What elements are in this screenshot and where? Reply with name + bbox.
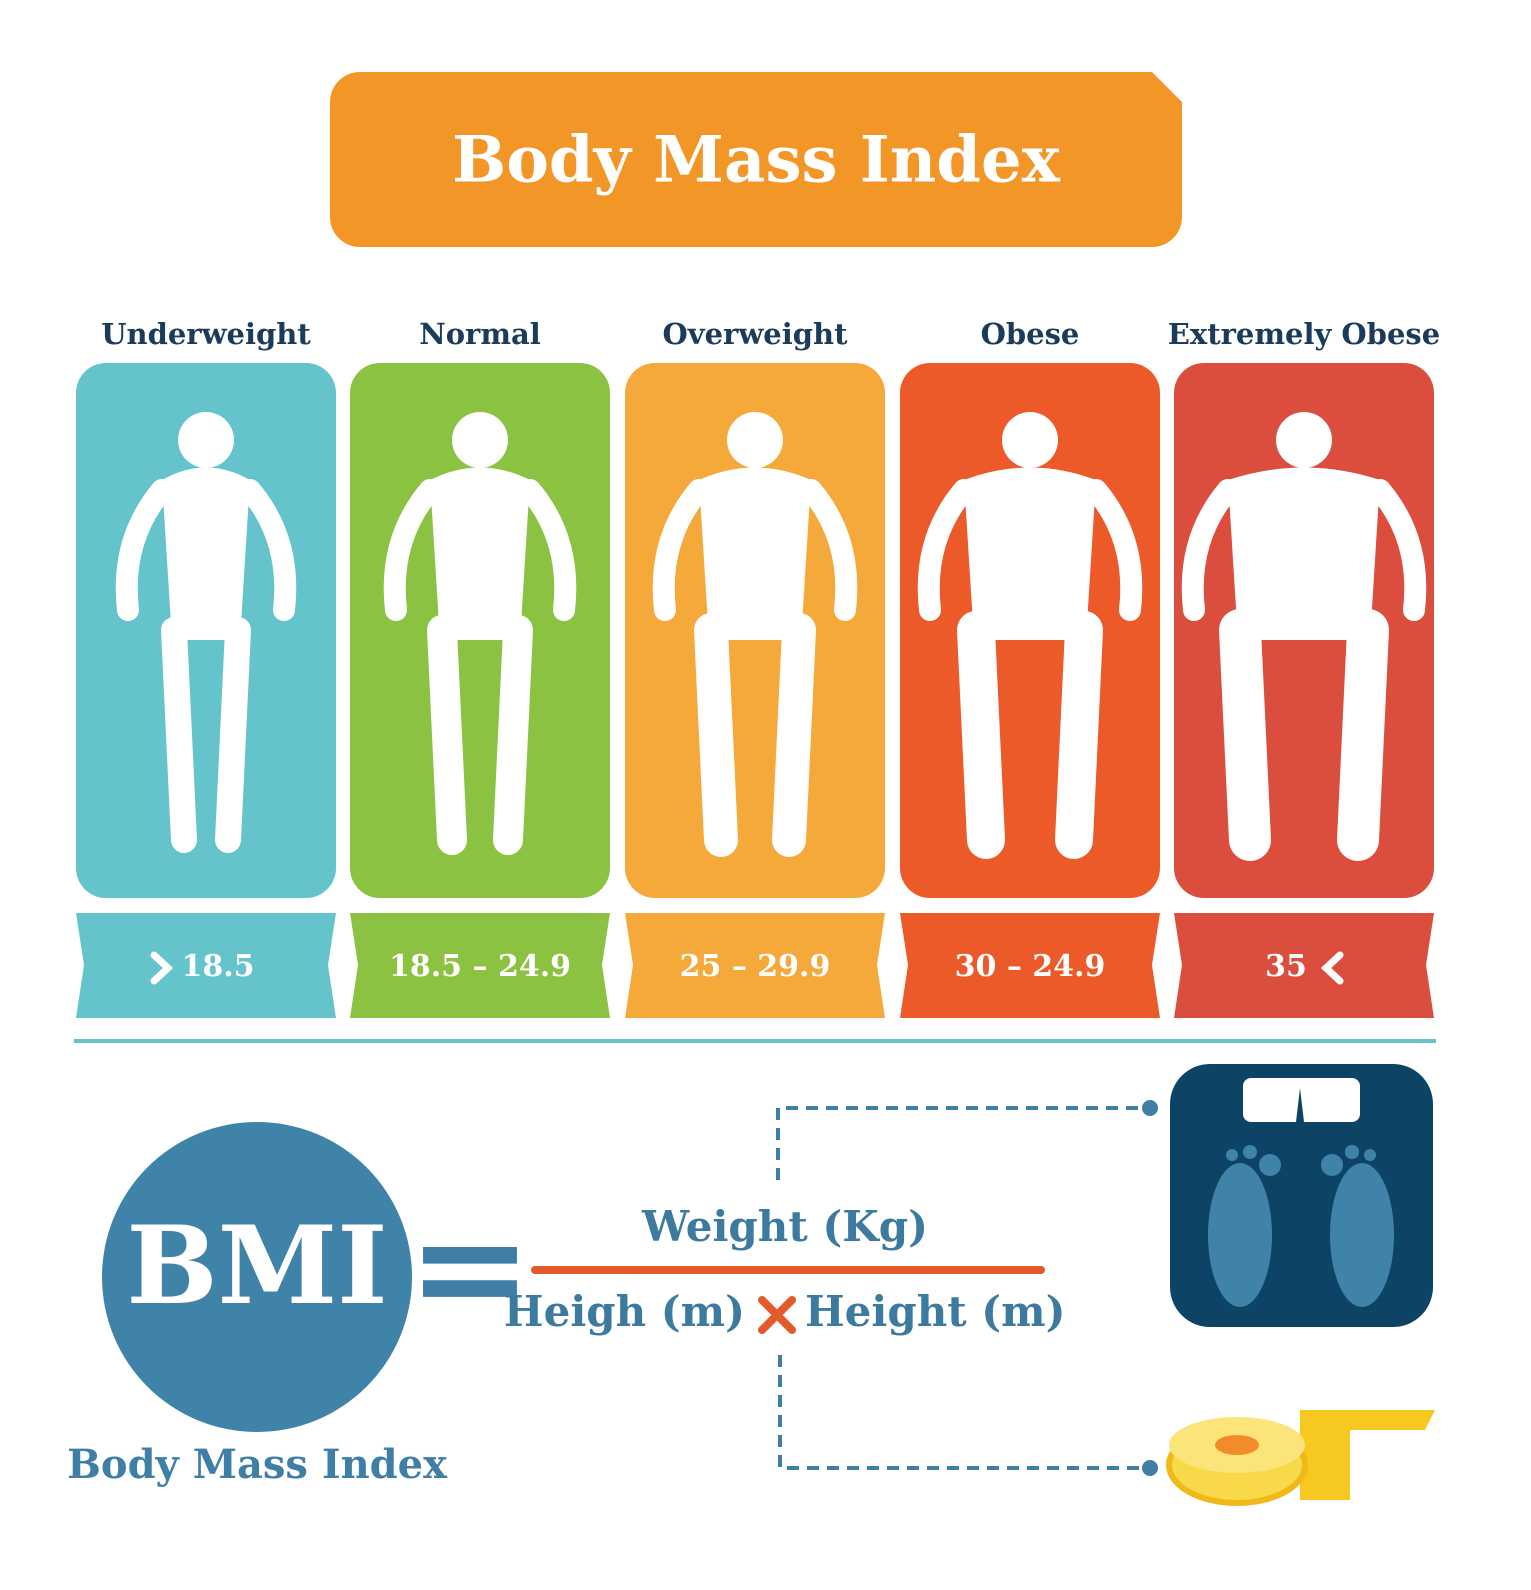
range-label: 18.5 – 24.9 (389, 949, 571, 984)
figure-arms (1181, 479, 1427, 621)
bmi-circle (102, 1122, 412, 1432)
bmi-symbol: BMI (126, 1203, 387, 1329)
figure-head (1002, 412, 1058, 468)
figure-arms (115, 479, 297, 621)
figure-body (162, 467, 250, 640)
less-icon (1320, 951, 1344, 985)
category-label: Overweight (662, 317, 848, 351)
figure-head (178, 412, 234, 468)
numerator: Weight (Kg) (641, 1202, 928, 1251)
figure-legs (161, 617, 251, 853)
figure-arms (652, 479, 858, 621)
figure-legs (694, 613, 816, 857)
range-ribbon (76, 913, 336, 1018)
connector-dot (1142, 1100, 1158, 1116)
connector (776, 1106, 1150, 1180)
times-icon (758, 1296, 796, 1334)
figure-body (430, 467, 530, 640)
category-label: Normal (419, 317, 541, 351)
title: Body Mass Index (452, 123, 1061, 198)
scale-icon (1170, 1064, 1433, 1327)
figure-legs (957, 611, 1103, 859)
greater-icon (150, 951, 174, 985)
figure-body (1228, 467, 1380, 640)
range-ribbon (1174, 913, 1434, 1018)
denominator-right: Height (m) (805, 1287, 1065, 1336)
equals: = (407, 1179, 533, 1355)
figure-legs (427, 615, 533, 855)
range-label: 35 (1265, 949, 1307, 984)
range-ribbon (900, 913, 1160, 1018)
figure-legs (1219, 609, 1389, 861)
figure-arms (383, 479, 577, 621)
figure-body (699, 467, 811, 640)
tape-icon (1166, 1410, 1435, 1506)
connector (778, 1355, 1150, 1470)
connector-dot (1142, 1460, 1158, 1476)
category-label: Obese (981, 317, 1080, 351)
figure-arms (917, 479, 1143, 621)
bmi-caption: Body Mass Index (67, 1441, 448, 1488)
figure-head (452, 412, 508, 468)
range-label: 30 – 24.9 (955, 949, 1106, 984)
range-label: 18.5 (181, 949, 254, 984)
figure-head (727, 412, 783, 468)
range-ribbon (625, 913, 885, 1018)
category-label: Extremely Obese (1168, 317, 1440, 351)
figure-body (964, 467, 1096, 640)
denominator-left: Heigh (m) (504, 1287, 745, 1336)
range-label: 25 – 29.9 (680, 949, 831, 984)
range-ribbon (350, 913, 610, 1018)
category-label: Underweight (101, 317, 311, 351)
figure-head (1276, 412, 1332, 468)
title-box (330, 72, 1182, 247)
